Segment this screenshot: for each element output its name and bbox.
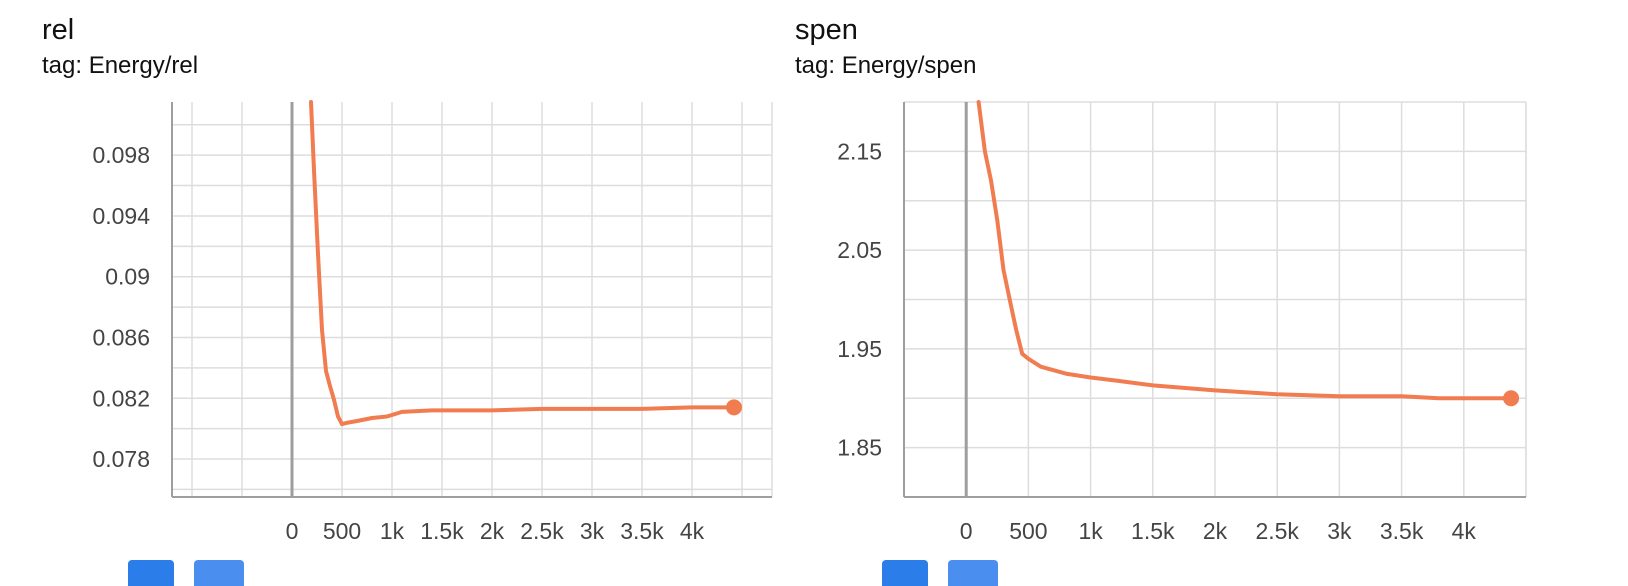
y-tick-label: 1.85 bbox=[837, 435, 882, 461]
chart-title: spen bbox=[795, 14, 858, 46]
x-tick-label: 0 bbox=[960, 518, 973, 544]
grid bbox=[171, 102, 773, 498]
chart-plot-spen: 0 500 1k 1.5k 2k 2.5k 3k 3.5k 4k 1.85 1.95 2.05 2.15 bbox=[837, 100, 1527, 544]
x-tick-label: 2.5k bbox=[520, 518, 564, 544]
x-tick-label: 3k bbox=[1327, 518, 1352, 544]
series-line bbox=[309, 100, 736, 427]
y-tick-label: 0.098 bbox=[92, 142, 150, 168]
grid bbox=[903, 101, 1527, 498]
series-line bbox=[976, 100, 1514, 401]
x-tick-label: 3.5k bbox=[620, 518, 664, 544]
x-tick-label: 4k bbox=[680, 518, 705, 544]
x-tick-label: 2k bbox=[1203, 518, 1228, 544]
chart-card-rel: rel tag: Energy/rel 0 500 1k 1.5k 2k 2.5k 3k 3.… bbox=[0, 0, 790, 586]
x-tick-label: 1k bbox=[380, 518, 405, 544]
x-tick-label: 2.5k bbox=[1255, 518, 1299, 544]
y-tick-label: 2.15 bbox=[837, 138, 882, 164]
x-tick-label: 0 bbox=[286, 518, 299, 544]
x-tick-label: 500 bbox=[1009, 518, 1047, 544]
series-last-point[interactable] bbox=[726, 399, 742, 416]
chart-subtitle: tag: Energy/rel bbox=[42, 52, 199, 79]
y-tick-label: 2.05 bbox=[837, 237, 882, 263]
x-tick-label: 500 bbox=[323, 518, 361, 544]
x-tick-label: 2k bbox=[480, 518, 505, 544]
toggle-log-scale-button[interactable] bbox=[194, 560, 244, 586]
series-last-point[interactable] bbox=[1503, 390, 1520, 407]
x-tick-label: 4k bbox=[1452, 518, 1477, 544]
expand-chart-button[interactable] bbox=[882, 560, 928, 586]
chart-card-spen: spen tag: Energy/spen 0 500 1k 1.5k 2k 2.5k 3k… bbox=[790, 0, 1580, 586]
y-tick-label: 0.078 bbox=[92, 446, 150, 472]
x-tick-label: 3k bbox=[580, 518, 605, 544]
x-tick-label: 3.5k bbox=[1380, 518, 1424, 544]
expand-chart-button[interactable] bbox=[128, 560, 174, 586]
y-tick-label: 0.082 bbox=[92, 385, 150, 411]
x-tick-label: 1k bbox=[1078, 518, 1103, 544]
y-tick-label: 0.094 bbox=[92, 203, 150, 229]
y-tick-label: 1.95 bbox=[837, 336, 882, 362]
y-tick-label: 0.086 bbox=[92, 324, 150, 350]
toggle-log-scale-button[interactable] bbox=[948, 560, 998, 586]
chart-subtitle: tag: Energy/spen bbox=[795, 52, 977, 79]
chart-title: rel bbox=[42, 14, 75, 46]
x-tick-label: 1.5k bbox=[1131, 518, 1175, 544]
x-tick-label: 1.5k bbox=[420, 518, 464, 544]
y-tick-label: 0.09 bbox=[105, 264, 150, 290]
chart-plot-rel: 0 500 1k 1.5k 2k 2.5k 3k 3.5k 4k 0.078 0.082 0.086 0… bbox=[92, 100, 773, 544]
